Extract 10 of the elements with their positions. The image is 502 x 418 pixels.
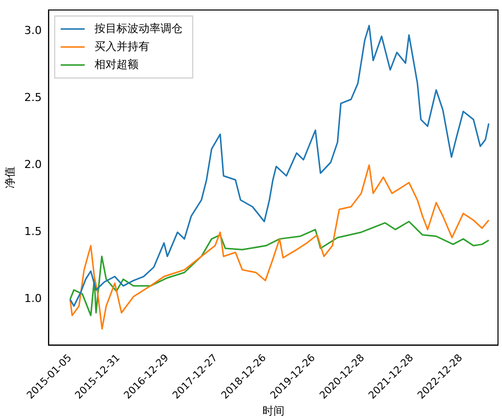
y-tick-label: 1.0 <box>24 292 42 306</box>
y-tick-label: 3.0 <box>24 24 42 37</box>
y-axis-title: 净值 <box>3 166 16 189</box>
legend-label: 买入并持有 <box>94 40 150 53</box>
y-tick-label: 2.0 <box>24 158 42 171</box>
y-tick-label: 1.5 <box>24 225 42 238</box>
y-tick-label: 2.5 <box>24 90 42 104</box>
legend-label: 相对超额 <box>94 58 139 71</box>
legend-label: 按目标波动率调仓 <box>94 22 183 35</box>
x-axis-title: 时间 <box>262 404 284 418</box>
